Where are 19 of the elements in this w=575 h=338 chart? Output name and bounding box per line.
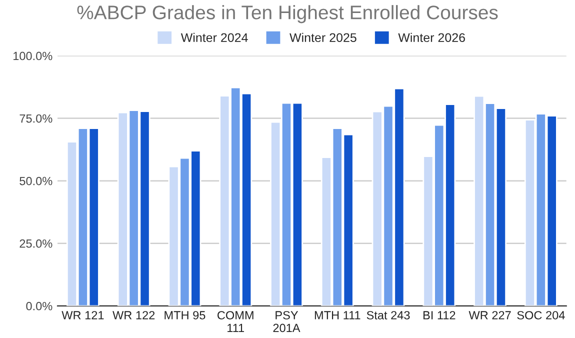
y-tick-label: 100.0% bbox=[14, 52, 52, 60]
y-tick-label: 50.0% bbox=[20, 176, 52, 186]
y-tick-label: 0.0% bbox=[26, 302, 52, 310]
legend-label: Winter 2026 bbox=[398, 32, 465, 42]
legend-label: Winter 2024 bbox=[180, 32, 248, 42]
chart-title: %ABCP Grades in Ten Highest Enrolled Courses bbox=[77, 5, 498, 24]
x-tick-label: BI 112 bbox=[423, 311, 456, 320]
x-tick-label: Stat 243 bbox=[366, 311, 410, 320]
y-tick-label: 75.0% bbox=[20, 114, 52, 123]
x-tick-label: WR 227 bbox=[468, 311, 511, 320]
legend-label: Winter 2025 bbox=[290, 32, 356, 42]
x-tick-label: WR 122 bbox=[112, 311, 155, 320]
x-tick-label: COMM 111 bbox=[218, 311, 254, 332]
x-tick-label: MTH 95 bbox=[164, 311, 206, 320]
x-tick-label: MTH 111 bbox=[314, 311, 360, 320]
x-tick-label: PSY 201A bbox=[273, 311, 300, 332]
y-tick-label: 25.0% bbox=[20, 239, 52, 248]
x-tick-label: WR 121 bbox=[62, 311, 104, 320]
x-tick-label: SOC 204 bbox=[517, 311, 565, 320]
